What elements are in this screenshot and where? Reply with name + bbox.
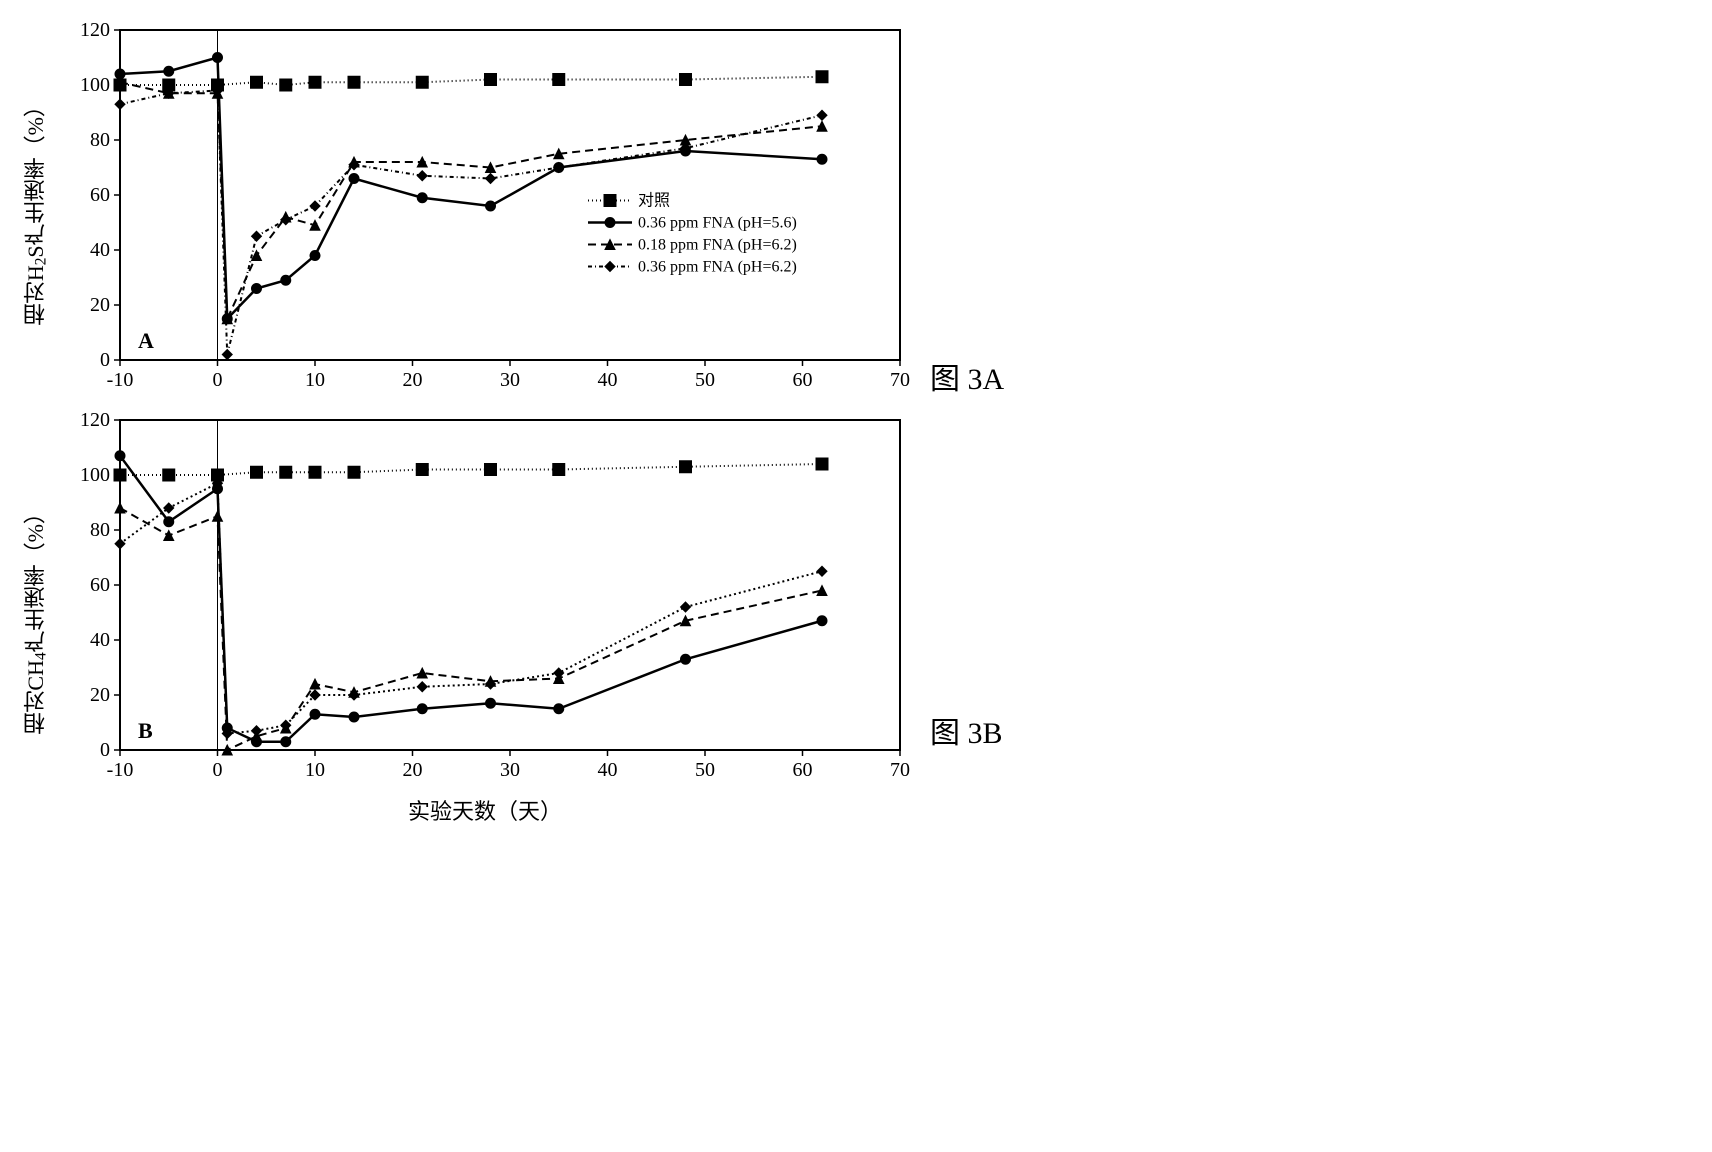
ylabel-b-pre: 相对CH: [23, 660, 48, 735]
chart-b: -10010203040506070020406080100120B: [60, 410, 910, 790]
ylabel-b-post: 产生速率（%）: [23, 502, 48, 652]
svg-text:30: 30: [500, 759, 520, 781]
svg-text:120: 120: [80, 20, 110, 41]
charts-column: 相对H2S产生速率（%） -10010203040506070020406080…: [20, 20, 910, 826]
svg-text:100: 100: [80, 74, 110, 96]
svg-text:40: 40: [90, 629, 110, 651]
figure-labels-column: 图 3A 图 3B: [930, 354, 1004, 752]
chart-b-block: -10010203040506070020406080100120B 实验天数（…: [60, 410, 910, 826]
svg-text:10: 10: [305, 759, 325, 781]
svg-text:-10: -10: [107, 369, 134, 391]
svg-text:40: 40: [598, 759, 618, 781]
svg-text:100: 100: [80, 464, 110, 486]
figure-label-b: 图 3B: [930, 708, 1004, 752]
ylabel-a-sub: 2: [32, 257, 49, 265]
svg-text:50: 50: [695, 759, 715, 781]
svg-text:10: 10: [305, 369, 325, 391]
ylabel-a: 相对H2S产生速率（%）: [20, 95, 52, 325]
figure-container: 相对H2S产生速率（%） -10010203040506070020406080…: [20, 20, 1692, 826]
svg-text:20: 20: [403, 759, 423, 781]
svg-text:B: B: [138, 718, 153, 743]
svg-text:0: 0: [100, 739, 110, 761]
svg-text:20: 20: [90, 294, 110, 316]
ylabel-a-pre: 相对H: [23, 265, 48, 325]
svg-text:0: 0: [100, 349, 110, 371]
svg-text:0: 0: [213, 369, 223, 391]
svg-text:70: 70: [890, 759, 910, 781]
chart-b-row: 相对CH4产生速率（%） -10010203040506070020406080…: [20, 410, 910, 826]
svg-text:50: 50: [695, 369, 715, 391]
figure-label-a: 图 3A: [930, 354, 1004, 398]
svg-text:0.36 ppm FNA (pH=6.2): 0.36 ppm FNA (pH=6.2): [638, 259, 797, 276]
svg-text:80: 80: [90, 519, 110, 541]
svg-text:70: 70: [890, 369, 910, 391]
svg-text:对照: 对照: [638, 192, 670, 210]
svg-text:60: 60: [90, 574, 110, 596]
svg-text:120: 120: [80, 410, 110, 431]
svg-text:60: 60: [90, 184, 110, 206]
ylabel-a-post: S产生速率（%）: [23, 95, 48, 258]
chart-a: -10010203040506070020406080100120A对照0.36…: [60, 20, 910, 400]
svg-text:60: 60: [793, 369, 813, 391]
svg-text:40: 40: [598, 369, 618, 391]
svg-text:-10: -10: [107, 759, 134, 781]
svg-text:A: A: [138, 328, 154, 353]
chart-a-row: 相对H2S产生速率（%） -10010203040506070020406080…: [20, 20, 910, 400]
xlabel: 实验天数（天）: [60, 794, 910, 826]
svg-text:80: 80: [90, 129, 110, 151]
svg-text:0.36 ppm FNA (pH=5.6): 0.36 ppm FNA (pH=5.6): [638, 215, 797, 232]
svg-text:0.18 ppm FNA (pH=6.2): 0.18 ppm FNA (pH=6.2): [638, 237, 797, 254]
svg-text:20: 20: [403, 369, 423, 391]
svg-text:40: 40: [90, 239, 110, 261]
svg-text:20: 20: [90, 684, 110, 706]
ylabel-b: 相对CH4产生速率（%）: [20, 502, 52, 735]
svg-text:30: 30: [500, 369, 520, 391]
svg-text:60: 60: [793, 759, 813, 781]
svg-text:0: 0: [213, 759, 223, 781]
ylabel-b-sub: 4: [32, 652, 49, 660]
